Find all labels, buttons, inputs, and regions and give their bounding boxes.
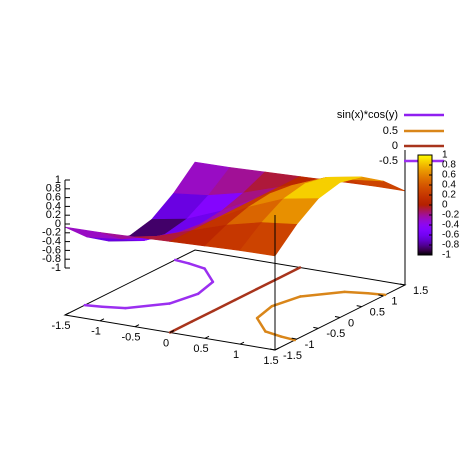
legend-label: -0.5 bbox=[379, 155, 398, 167]
contour-line bbox=[343, 290, 370, 295]
x-tick bbox=[239, 341, 245, 345]
contour-line bbox=[277, 266, 302, 280]
contour-line bbox=[255, 304, 274, 320]
colorbar-tick-label: -0.4 bbox=[442, 220, 460, 231]
colorbar-tick-label: 0.8 bbox=[442, 160, 456, 171]
y-tick-label: -1.5 bbox=[283, 350, 302, 362]
y-tick bbox=[291, 337, 297, 340]
x-tick-label: -1 bbox=[91, 326, 101, 338]
y-tick-label: 1 bbox=[391, 296, 397, 308]
y-tick-label: -1 bbox=[305, 339, 315, 351]
contour-line bbox=[124, 302, 171, 310]
colorbar-tick-label: 0.4 bbox=[442, 180, 456, 191]
y-tick-label: -0.5 bbox=[326, 328, 345, 340]
x-tick bbox=[99, 318, 105, 322]
y-tick bbox=[399, 283, 406, 286]
x-tick bbox=[134, 324, 140, 328]
z-tick-label: -1 bbox=[51, 262, 61, 274]
surface-patch bbox=[64, 226, 122, 240]
z-tick-label: -0.2 bbox=[42, 227, 61, 239]
colorbar-tick-label: -1 bbox=[442, 250, 451, 261]
legend-label: sin(x)*cos(y) bbox=[337, 109, 398, 121]
x-tick-label: 1.5 bbox=[263, 355, 278, 367]
colorbar-tick-label: 0 bbox=[442, 200, 448, 211]
z-tick-label: -0.8 bbox=[42, 253, 61, 265]
legend-label: 0.5 bbox=[383, 125, 398, 137]
colorbar-tick-label: -0.2 bbox=[442, 210, 460, 221]
contour-line bbox=[233, 287, 258, 302]
legend-label: 0 bbox=[392, 140, 398, 152]
y-tick bbox=[313, 326, 319, 329]
contour-line bbox=[264, 330, 283, 338]
x-tick-label: -1.5 bbox=[52, 320, 71, 332]
colorbar-tick-label: -0.8 bbox=[442, 240, 460, 251]
y-tick-label: 0.5 bbox=[370, 307, 385, 319]
x-tick bbox=[169, 330, 175, 333]
z-tick-label: 0.4 bbox=[46, 200, 61, 212]
contour-line bbox=[187, 262, 206, 270]
x-tick-label: -0.5 bbox=[122, 332, 141, 344]
contour-line bbox=[190, 309, 215, 323]
y-tick bbox=[356, 305, 362, 308]
contour-line bbox=[270, 295, 302, 308]
contour-line bbox=[196, 280, 215, 296]
contour-line bbox=[212, 298, 237, 313]
x-tick bbox=[204, 335, 210, 339]
y-tick bbox=[378, 294, 384, 297]
z-tick-label: 0 bbox=[55, 218, 61, 230]
contour-line bbox=[255, 316, 267, 333]
contour-line bbox=[299, 290, 346, 298]
y-tick bbox=[269, 348, 276, 351]
contour-line bbox=[83, 303, 104, 309]
z-tick-label: 1 bbox=[55, 174, 61, 186]
contour-line bbox=[279, 335, 297, 342]
contour-line bbox=[168, 292, 200, 305]
contour-line bbox=[366, 291, 387, 297]
x-tick bbox=[274, 347, 280, 351]
x-tick-label: 0.5 bbox=[193, 343, 208, 355]
colorbar-tick-label: 1 bbox=[442, 150, 448, 161]
y-tick-label: 1.5 bbox=[413, 285, 428, 297]
colorbar-tick-label: 0.6 bbox=[442, 170, 456, 181]
x-tick-label: 1 bbox=[233, 349, 239, 361]
contour-line bbox=[203, 267, 215, 284]
z-tick-label: 0.2 bbox=[46, 209, 61, 221]
x-tick bbox=[64, 312, 70, 316]
y-tick-label: 0 bbox=[348, 317, 354, 329]
z-tick-label: 0.6 bbox=[46, 192, 61, 204]
z-tick-label: 0.8 bbox=[46, 183, 61, 195]
colorbar-tick-label: 0.2 bbox=[442, 190, 456, 201]
contour-line bbox=[100, 305, 127, 310]
z-tick-label: -0.6 bbox=[42, 244, 61, 256]
y-tick bbox=[334, 316, 341, 318]
colorbar-tick-label: -0.6 bbox=[442, 230, 460, 241]
surface-patch bbox=[239, 222, 298, 257]
z-tick-label: -0.4 bbox=[42, 236, 61, 248]
x-tick-label: 0 bbox=[163, 337, 169, 349]
contour-line bbox=[173, 258, 191, 265]
